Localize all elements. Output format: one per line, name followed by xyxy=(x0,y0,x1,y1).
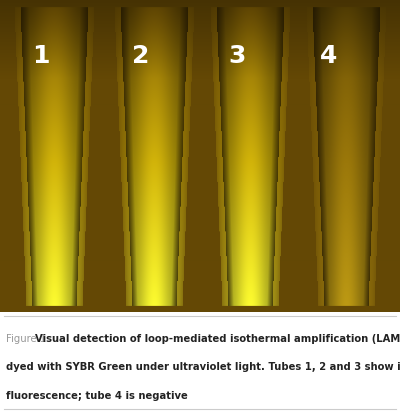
Text: 4: 4 xyxy=(320,44,337,68)
Text: fluorescence; tube 4 is negative: fluorescence; tube 4 is negative xyxy=(6,391,188,401)
Text: Figure 1: Figure 1 xyxy=(6,334,49,344)
Text: dyed with SYBR Green under ultraviolet light. Tubes 1, 2 and 3 show intense brig: dyed with SYBR Green under ultraviolet l… xyxy=(6,363,400,373)
Text: Visual detection of loop-mediated isothermal amplification (LAMP) product: Visual detection of loop-mediated isothe… xyxy=(35,334,400,344)
Text: 3: 3 xyxy=(228,44,245,68)
Text: 1: 1 xyxy=(32,44,50,68)
Text: 2: 2 xyxy=(132,44,149,68)
